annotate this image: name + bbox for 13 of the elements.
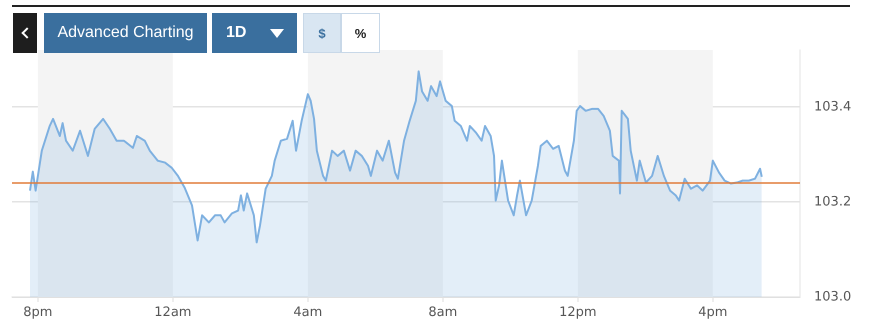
text-button: Advanced Charting bbox=[44, 13, 207, 53]
x-tick-label: 8am bbox=[428, 305, 458, 320]
x-tick-label: 4pm bbox=[698, 305, 728, 320]
y-tick-label: 103.0 bbox=[814, 289, 852, 304]
x-tick-label: 12am bbox=[154, 305, 192, 320]
dropdown-button: 1D bbox=[212, 13, 297, 53]
toggle-button: % bbox=[341, 13, 380, 53]
x-tick-label: 4am bbox=[293, 305, 322, 320]
x-tick-label: 12pm bbox=[559, 305, 597, 320]
toggle-button: $ bbox=[303, 13, 341, 53]
x-tick-label: 8pm bbox=[23, 305, 52, 320]
y-tick-label: 103.2 bbox=[814, 194, 852, 210]
y-tick-label: 103.4 bbox=[814, 99, 852, 114]
